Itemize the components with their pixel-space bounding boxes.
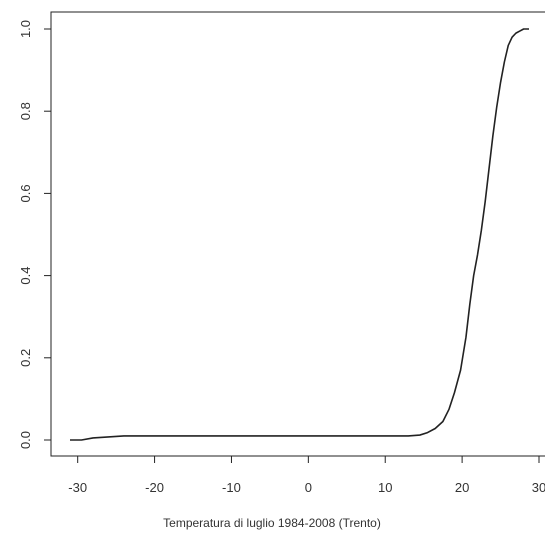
y-tick-label: 0.4 [18,267,33,285]
x-tick-label: 0 [305,480,312,495]
x-tick-label: 30 [532,480,545,495]
x-tick-label: -20 [145,480,164,495]
x-axis-ticks: -30 -20 -10 0 10 20 30 [68,456,545,495]
y-axis-ticks: 0.0 0.2 0.4 0.6 0.8 1.0 [18,20,51,449]
ecdf-curve [70,28,529,441]
y-tick-label: 1.0 [18,20,33,38]
series-layer [70,28,529,441]
plot-frame [50,11,545,457]
x-tick-label: -30 [68,480,87,495]
y-tick-label: 0.6 [18,184,33,202]
y-tick-label: 0.0 [18,431,33,449]
y-tick-label: 0.8 [18,102,33,120]
x-tick-label: -10 [222,480,241,495]
x-tick-label: 20 [455,480,469,495]
x-tick-label: 10 [378,480,392,495]
x-axis-title: Temperatura di luglio 1984-2008 (Trento) [163,516,381,530]
y-tick-label: 0.2 [18,349,33,367]
